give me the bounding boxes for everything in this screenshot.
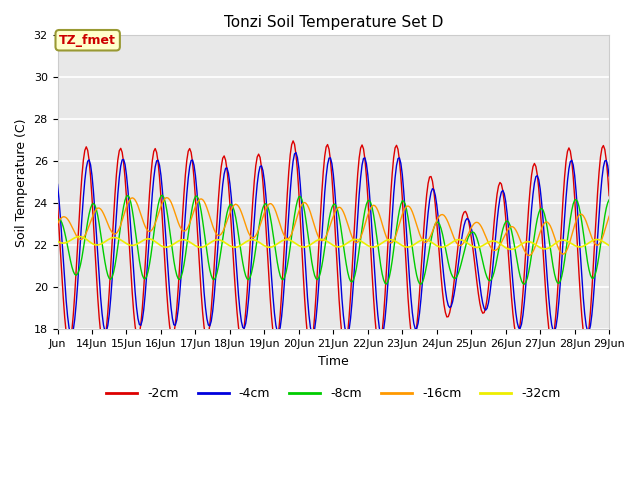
Legend: -2cm, -4cm, -8cm, -16cm, -32cm: -2cm, -4cm, -8cm, -16cm, -32cm (101, 383, 566, 406)
Text: TZ_fmet: TZ_fmet (60, 34, 116, 47)
X-axis label: Time: Time (318, 355, 349, 368)
Title: Tonzi Soil Temperature Set D: Tonzi Soil Temperature Set D (223, 15, 443, 30)
Y-axis label: Soil Temperature (C): Soil Temperature (C) (15, 118, 28, 247)
